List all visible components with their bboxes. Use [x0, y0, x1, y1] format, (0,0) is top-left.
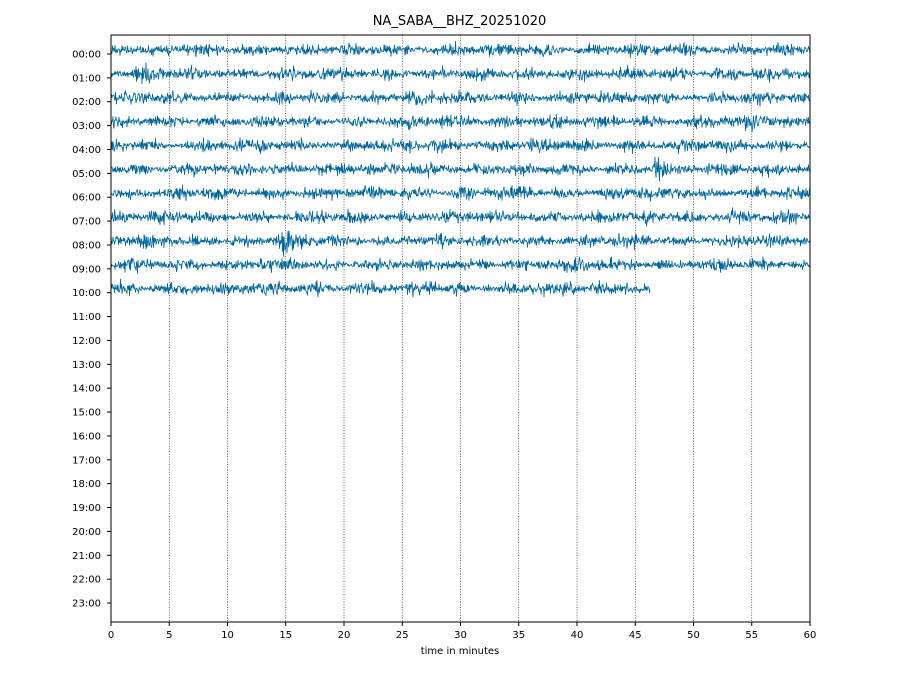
y-tick-label-12:00: 12:00	[72, 336, 101, 347]
y-tick-label-05:00: 05:00	[72, 169, 101, 180]
y-tick-label-01:00: 01:00	[72, 73, 101, 84]
y-tick-label-21:00: 21:00	[72, 551, 101, 562]
x-tick-label-5: 5	[166, 630, 172, 641]
x-tick-label-60: 60	[804, 630, 817, 641]
x-tick-label-25: 25	[396, 630, 409, 641]
x-tick-label-0: 0	[108, 630, 114, 641]
y-tick-label-11:00: 11:00	[72, 312, 101, 323]
y-tick-label-20:00: 20:00	[72, 527, 101, 538]
y-tick-label-06:00: 06:00	[72, 193, 101, 204]
y-axis: 00:00 01:00 02:00 03:00 04:00 05:00 06:00 07:00…	[72, 50, 111, 610]
y-tick-label-14:00: 14:00	[72, 384, 101, 395]
x-tick-label-40: 40	[571, 630, 584, 641]
y-tick-label-17:00: 17:00	[72, 455, 101, 466]
y-tick-label-22:00: 22:00	[72, 575, 101, 586]
trace-0400	[110, 137, 811, 155]
trace-0700	[110, 207, 811, 227]
trace-1000	[110, 278, 651, 298]
seismogram-traces	[110, 40, 811, 298]
y-tick-label-18:00: 18:00	[72, 479, 101, 490]
x-tick-label-15: 15	[279, 630, 292, 641]
x-tick-label-30: 30	[454, 630, 467, 641]
y-tick-label-23:00: 23:00	[72, 599, 101, 610]
y-tick-label-03:00: 03:00	[72, 121, 101, 132]
x-tick-label-55: 55	[745, 630, 758, 641]
y-tick-label-19:00: 19:00	[72, 503, 101, 514]
trace-0000	[110, 40, 811, 58]
x-tick-label-45: 45	[629, 630, 642, 641]
trace-0800	[110, 230, 811, 257]
y-tick-label-09:00: 09:00	[72, 264, 101, 275]
x-tick-label-10: 10	[221, 630, 234, 641]
y-tick-label-16:00: 16:00	[72, 431, 101, 442]
y-tick-label-02:00: 02:00	[72, 97, 101, 108]
x-tick-label-35: 35	[512, 630, 525, 641]
x-tick-label-50: 50	[687, 630, 700, 641]
x-tick-label-20: 20	[338, 630, 351, 641]
vertical-gridlines	[168, 35, 753, 622]
chart-title: NA_SABA__BHZ_20251020	[373, 14, 547, 29]
y-tick-label-10:00: 10:00	[72, 288, 101, 299]
trace-0500	[110, 156, 811, 182]
y-tick-label-13:00: 13:00	[72, 360, 101, 371]
x-axis: 0 5 10 15 20 25 30 35 40 45 50 55 60	[108, 622, 817, 641]
y-tick-label-15:00: 15:00	[72, 408, 101, 419]
x-axis-label: time in minutes	[421, 646, 500, 657]
trace-0200	[110, 89, 811, 107]
y-tick-label-00:00: 00:00	[72, 50, 101, 61]
y-tick-label-07:00: 07:00	[72, 217, 101, 228]
trace-0100	[110, 62, 811, 85]
y-tick-label-08:00: 08:00	[72, 240, 101, 251]
y-tick-label-04:00: 04:00	[72, 145, 101, 156]
trace-0300	[110, 113, 811, 133]
trace-0600	[110, 184, 811, 202]
trace-0900	[110, 256, 811, 274]
